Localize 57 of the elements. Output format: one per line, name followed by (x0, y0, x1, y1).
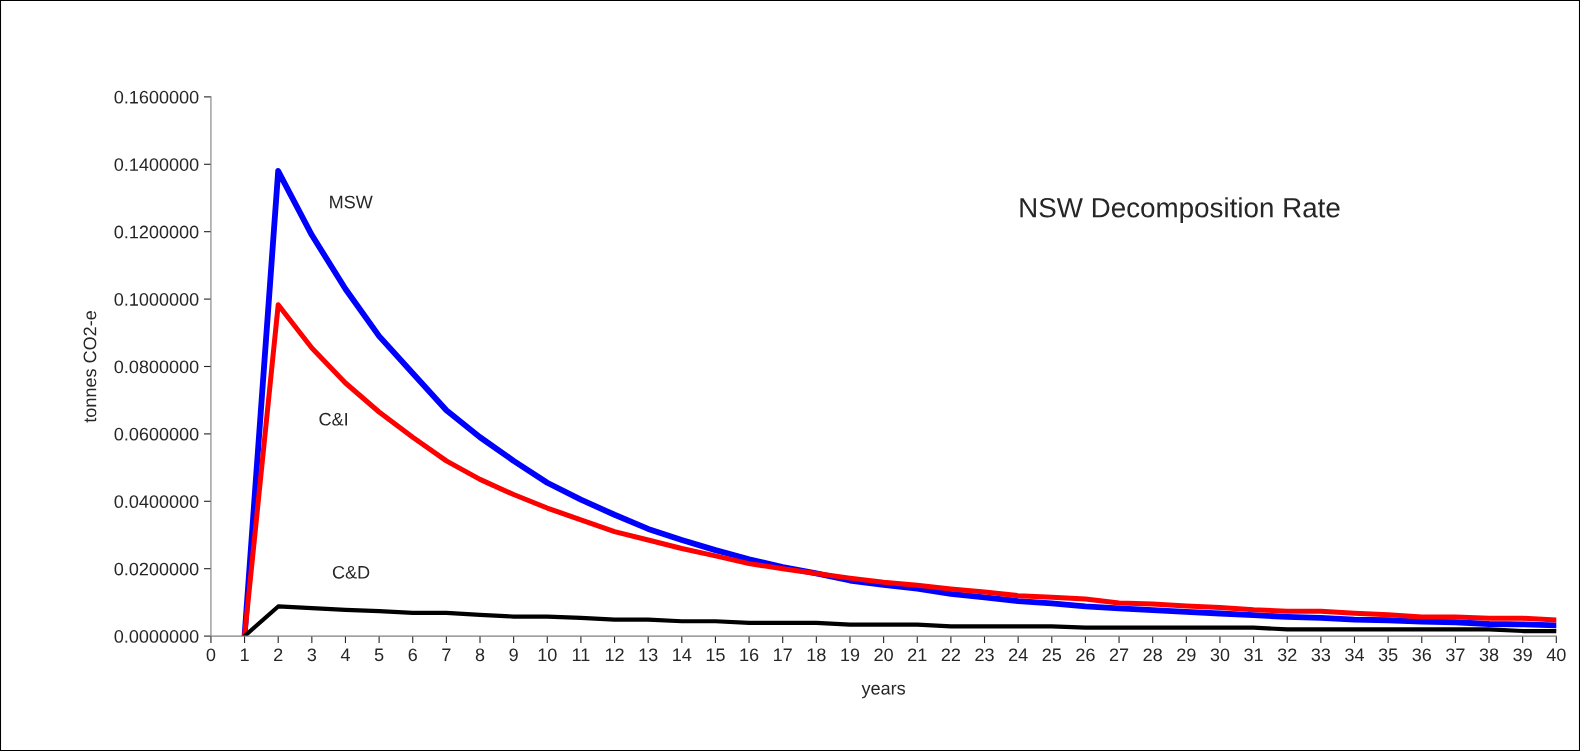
y-tick-label: 0.0800000 (114, 360, 199, 374)
x-tick-label: 3 (307, 648, 317, 662)
x-tick-label: 26 (1076, 648, 1095, 662)
x-tick-label: 8 (475, 648, 485, 662)
x-tick-label: 18 (807, 648, 826, 662)
x-tick-label: 31 (1244, 648, 1263, 662)
x-tick-label: 14 (673, 648, 692, 661)
x-tick-label: 29 (1177, 648, 1196, 662)
x-tick-label: 36 (1412, 648, 1432, 662)
x-tick-label: 37 (1446, 648, 1465, 662)
x-tick-label: 30 (1210, 648, 1230, 662)
y-tick-label: 0.1600000 (114, 90, 199, 104)
x-tick-label: 20 (874, 648, 893, 662)
x-tick-label: 11 (572, 648, 590, 661)
x-tick-label: 15 (706, 648, 725, 662)
y-axis-title: tonnes CO2-e (83, 311, 97, 423)
x-tick-label: 23 (975, 648, 994, 662)
x-tick-label: 10 (538, 648, 557, 662)
x-tick-label: 35 (1378, 648, 1398, 662)
x-tick-label: 0 (206, 648, 216, 662)
series-label: MSW (330, 195, 373, 209)
x-tick-label: 22 (941, 648, 961, 661)
x-tick-label: 24 (1009, 648, 1028, 661)
y-tick-label: 0.1400000 (114, 158, 199, 171)
x-axis-title: years (861, 684, 906, 699)
y-tick-label: 0.1200000 (114, 225, 199, 239)
y-tick-label: 0.0600000 (114, 427, 199, 441)
x-tick-label: 2 (274, 648, 283, 661)
x-tick-label: 4 (340, 648, 350, 661)
x-tick-label: 38 (1479, 648, 1499, 662)
y-tick-label: 0.0000000 (114, 630, 199, 643)
x-tick-label: 1 (240, 648, 249, 661)
x-tick-label: 12 (605, 648, 624, 661)
y-tick-label: 0.0200000 (114, 562, 199, 576)
x-tick-label: 39 (1513, 648, 1532, 662)
x-tick-label: 9 (509, 648, 518, 662)
x-tick-label: 32 (1277, 648, 1297, 662)
x-tick-label: 33 (1311, 648, 1331, 662)
x-tick-label: 21 (908, 648, 927, 661)
x-tick-label: 40 (1546, 648, 1566, 662)
y-tick-label: 0.0400000 (114, 495, 199, 509)
x-tick-label: 19 (841, 648, 860, 662)
x-tick-label: 5 (374, 648, 384, 662)
y-tick-label: 0.1000000 (114, 293, 199, 306)
x-tick-label: 28 (1143, 648, 1162, 662)
x-tick-label: 13 (639, 648, 658, 662)
x-tick-label: 25 (1042, 648, 1062, 662)
x-tick-label: 6 (408, 648, 417, 662)
x-tick-label: 17 (774, 648, 792, 661)
line-series (242, 604, 1557, 637)
series-label: C&I (319, 412, 347, 426)
x-tick-label: 27 (1109, 648, 1129, 661)
x-tick-label: 16 (740, 648, 759, 662)
x-tick-label: 7 (442, 648, 451, 661)
x-tick-label: 34 (1345, 648, 1365, 662)
text: NSW Decomposition Rate (1020, 197, 1340, 224)
series-label: C&D (332, 565, 370, 579)
